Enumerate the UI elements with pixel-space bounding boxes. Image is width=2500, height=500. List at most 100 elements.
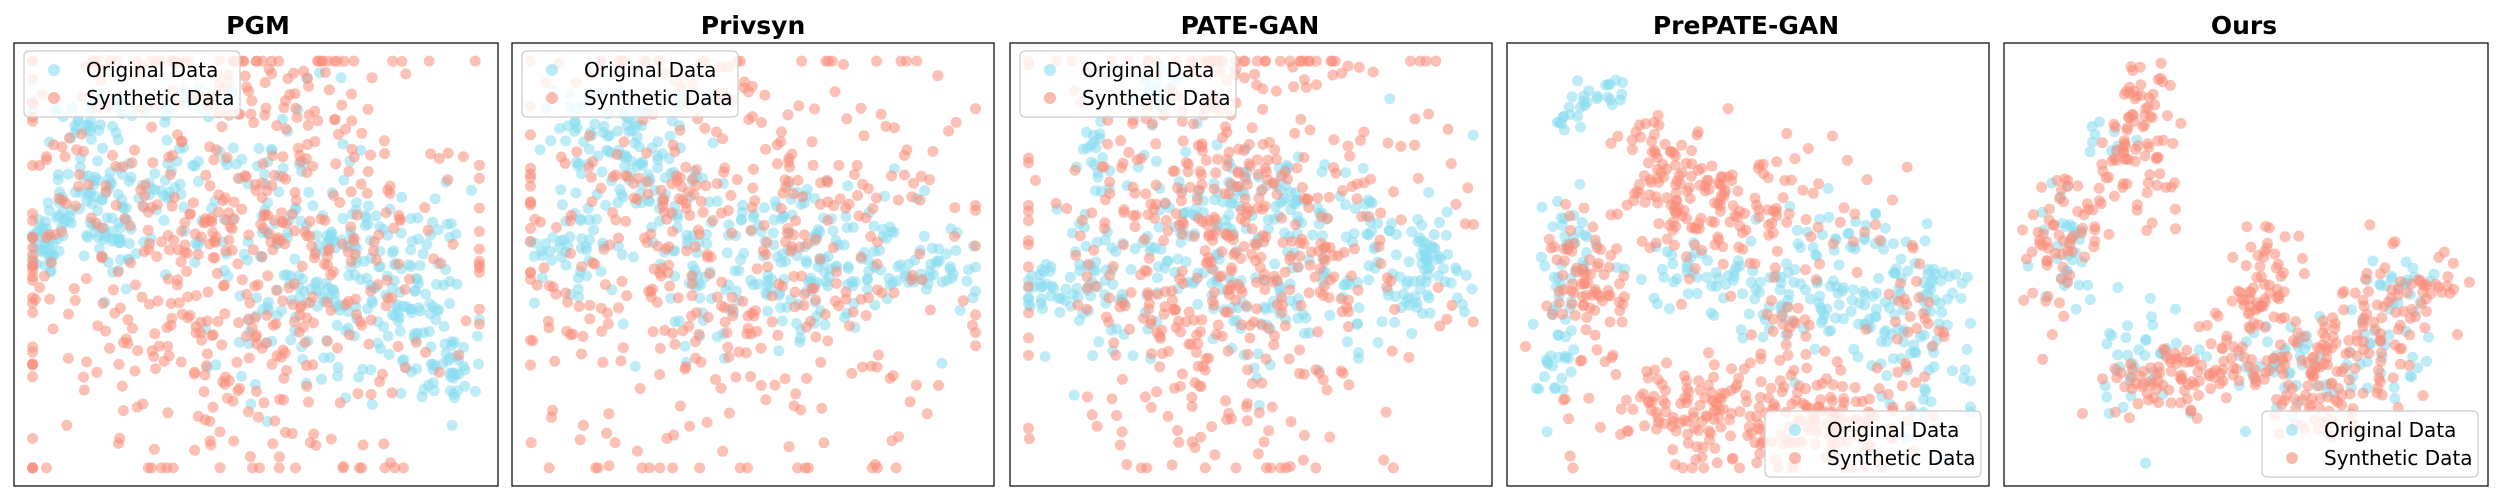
synthetic-point (787, 188, 799, 200)
legend: Original Data Synthetic Data (1019, 50, 1237, 118)
synthetic-point (1143, 303, 1155, 315)
synthetic-point (1268, 339, 1280, 351)
original-point (412, 233, 424, 245)
original-point (393, 311, 405, 323)
synthetic-point (2146, 217, 2158, 229)
original-point (1845, 305, 1857, 317)
synthetic-point (1279, 166, 1291, 178)
synthetic-point (668, 429, 680, 441)
synthetic-point (914, 194, 926, 206)
plot-frame (1009, 42, 1493, 487)
synthetic-point (138, 246, 150, 258)
original-point (115, 254, 127, 266)
synthetic-point (199, 213, 211, 225)
synthetic-point (525, 197, 536, 209)
synthetic-point (1099, 217, 1111, 229)
synthetic-point (617, 342, 629, 354)
synthetic-point (699, 122, 711, 134)
synthetic-point (1446, 299, 1458, 311)
synthetic-point (2387, 238, 2399, 250)
original-point (1129, 243, 1141, 255)
synthetic-point (201, 348, 213, 360)
original-point (1682, 288, 1694, 300)
synthetic-point (1450, 198, 1462, 210)
synthetic-point (1251, 154, 1263, 166)
synthetic-point (1684, 193, 1696, 204)
synthetic-point (1849, 382, 1861, 393)
synthetic-point (927, 145, 939, 157)
synthetic-point (340, 299, 352, 310)
synthetic-point (680, 161, 692, 173)
original-point (1807, 241, 1819, 253)
synthetic-point (888, 122, 900, 134)
synthetic-point (1023, 433, 1035, 445)
synthetic-point (139, 190, 151, 202)
synthetic-point (1252, 448, 1264, 460)
synthetic-point (1330, 167, 1342, 179)
synthetic-point (27, 462, 39, 474)
legend-marker-synthetic (2286, 452, 2298, 464)
original-point (666, 115, 678, 127)
synthetic-point (1076, 214, 1088, 226)
synthetic-point (350, 293, 362, 305)
synthetic-point (1850, 396, 1862, 408)
original-point (664, 130, 676, 142)
synthetic-point (246, 322, 258, 334)
synthetic-point (659, 324, 671, 336)
synthetic-point (792, 462, 804, 474)
synthetic-point (2252, 319, 2264, 331)
original-point (2193, 344, 2205, 356)
synthetic-point (2154, 168, 2166, 180)
synthetic-point (2420, 305, 2432, 317)
synthetic-point (631, 445, 643, 457)
synthetic-point (1580, 290, 1592, 301)
synthetic-point (525, 129, 536, 141)
synthetic-point (204, 180, 216, 192)
synthetic-point (307, 160, 319, 172)
synthetic-point (841, 113, 853, 125)
synthetic-point (1304, 259, 1316, 271)
synthetic-point (1727, 452, 1739, 464)
synthetic-point (1297, 454, 1309, 466)
synthetic-point (843, 320, 855, 332)
synthetic-point (2217, 364, 2229, 375)
synthetic-point (1911, 275, 1922, 287)
synthetic-point (2236, 293, 2248, 305)
synthetic-point (1703, 347, 1715, 359)
synthetic-point (1217, 132, 1228, 144)
original-point (294, 291, 306, 303)
synthetic-point (1708, 413, 1720, 425)
synthetic-point (2363, 347, 2375, 359)
synthetic-point (780, 236, 791, 248)
synthetic-point (1819, 345, 1831, 357)
synthetic-point (301, 380, 313, 392)
synthetic-point (319, 67, 331, 78)
original-point (1351, 318, 1363, 330)
synthetic-point (147, 157, 159, 169)
original-point (1406, 226, 1418, 238)
synthetic-point (1713, 234, 1725, 246)
original-point (361, 272, 373, 284)
original-point (374, 221, 386, 233)
synthetic-point (1381, 281, 1393, 293)
synthetic-point (1660, 384, 1671, 396)
synthetic-point (834, 193, 846, 205)
original-point (1180, 146, 1192, 158)
synthetic-point (2159, 344, 2171, 356)
original-point (840, 210, 852, 222)
synthetic-point (1152, 288, 1164, 300)
synthetic-point (1771, 245, 1783, 257)
synthetic-point (1260, 55, 1271, 67)
synthetic-point (1177, 368, 1188, 380)
synthetic-point (1249, 238, 1261, 249)
original-point (1661, 246, 1673, 258)
original-point (1406, 328, 1418, 339)
synthetic-point (1578, 299, 1590, 311)
synthetic-point (1837, 381, 1848, 392)
synthetic-point (1086, 409, 1098, 421)
synthetic-point (1104, 269, 1116, 281)
synthetic-point (2046, 329, 2058, 340)
synthetic-point (273, 451, 285, 463)
synthetic-point (80, 273, 92, 285)
synthetic-point (217, 376, 229, 388)
